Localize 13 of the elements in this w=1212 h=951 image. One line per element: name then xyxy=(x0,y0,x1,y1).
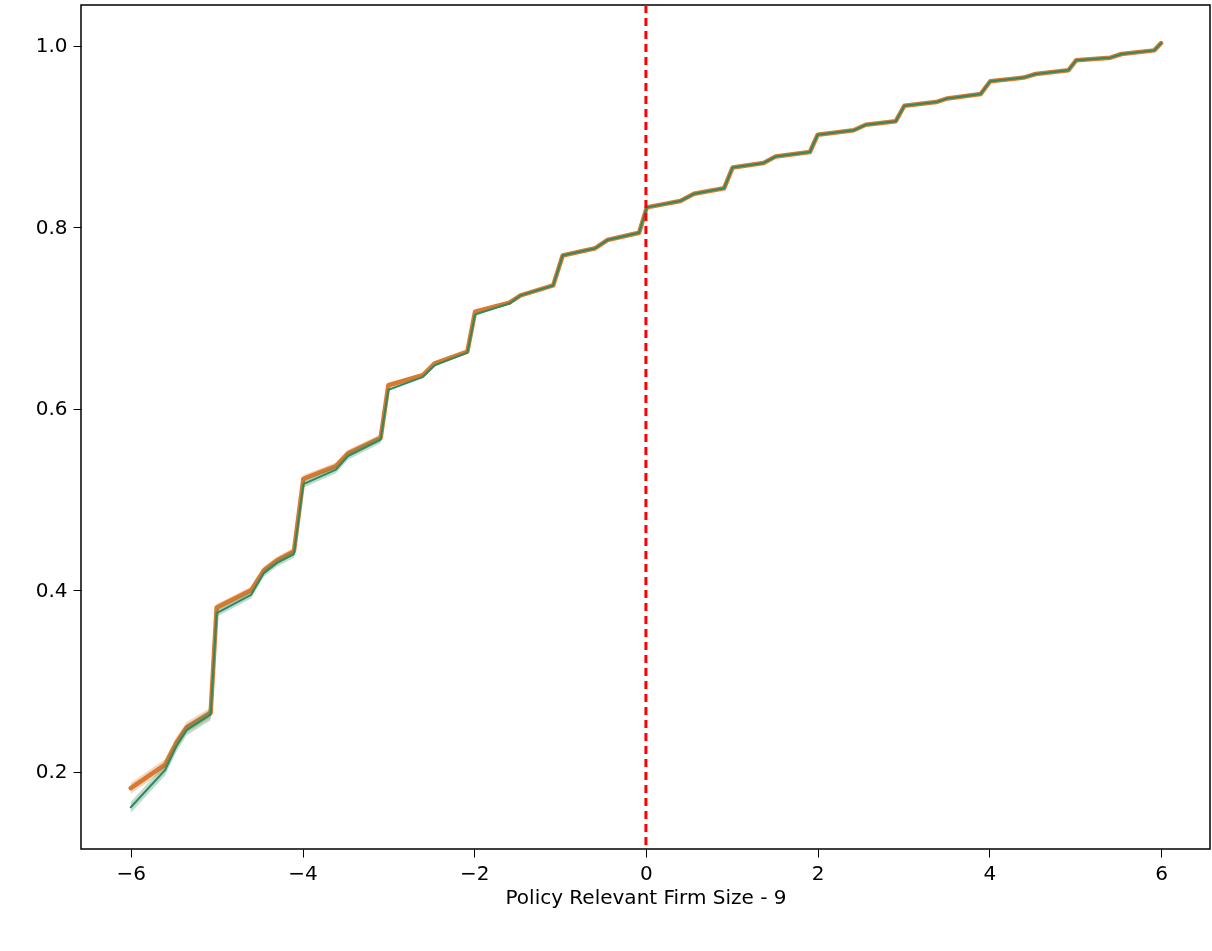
y-tick-label: 0.8 xyxy=(35,214,68,239)
x-tick-label: 2 xyxy=(811,860,825,885)
x-tick-label: −4 xyxy=(288,860,318,885)
x-tick-label: −2 xyxy=(459,860,490,885)
x-tick-label: 4 xyxy=(983,860,997,885)
y-tick-label: 0.6 xyxy=(35,396,68,421)
x-tick-label: 0 xyxy=(640,860,653,885)
x-axis-title: Policy Relevant Firm Size - 9 xyxy=(505,884,787,909)
y-tick-label: 1.0 xyxy=(35,33,68,58)
y-tick-label: 0.2 xyxy=(35,759,68,784)
x-tick-label: 6 xyxy=(1155,860,1168,885)
x-tick-label: −6 xyxy=(116,860,147,885)
y-tick-label: 0.4 xyxy=(35,577,68,602)
